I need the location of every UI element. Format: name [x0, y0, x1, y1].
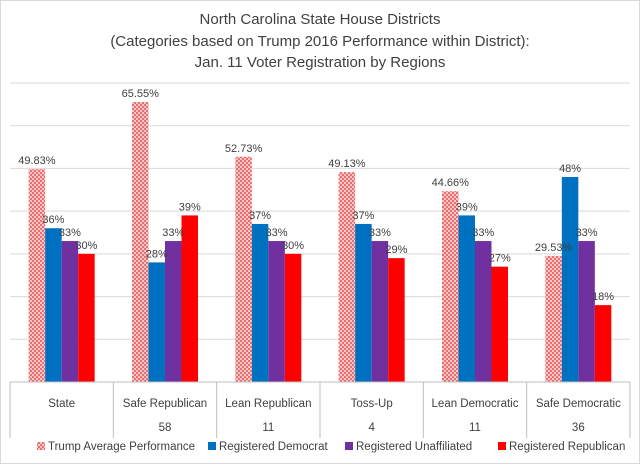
legend: Trump Average Performance Registered Demo…: [37, 441, 625, 453]
data-label: 33%: [369, 227, 391, 239]
bar-trump-average-performance-0: [28, 169, 46, 382]
bar-registered-republican-4: [491, 266, 508, 382]
data-label: 28%: [146, 248, 168, 260]
data-label: 37%: [352, 210, 374, 222]
data-label: 33%: [162, 227, 184, 239]
data-label: 18%: [592, 291, 614, 303]
bar-registered-republican-5: [594, 305, 612, 382]
bar-registered-democrat-3: [355, 223, 372, 382]
bar-trump-average-performance-5: [545, 255, 562, 382]
data-label: 33%: [266, 227, 288, 239]
bar-registered-republican-0: [78, 253, 95, 382]
legend-swatch: [208, 442, 216, 450]
data-label: 39%: [456, 201, 478, 213]
data-label: 37%: [249, 210, 271, 222]
category-count: 58: [159, 422, 172, 434]
bar-registered-unaffiliated-4: [475, 241, 492, 382]
bar-registered-republican-3: [388, 258, 405, 382]
data-label: 44.66%: [432, 177, 470, 189]
chart-title-line: North Carolina State House Districts: [200, 11, 441, 28]
bar-registered-democrat-4: [458, 215, 475, 382]
category-label: State: [48, 398, 75, 410]
category-label: Safe Democratic: [536, 398, 621, 410]
data-label: 30%: [75, 240, 97, 252]
bar-registered-unaffiliated-3: [371, 241, 389, 382]
data-label: 49.13%: [328, 158, 366, 170]
category-label: Lean Republican: [225, 398, 311, 410]
bar-trump-average-performance-4: [442, 191, 459, 382]
category-label: Toss-Up: [351, 398, 393, 410]
data-label: 33%: [59, 227, 81, 239]
data-label: 33%: [576, 227, 598, 239]
category-label: Lean Democratic: [432, 398, 519, 410]
bar-trump-average-performance-3: [338, 172, 356, 382]
legend-swatch: [345, 442, 353, 450]
data-label: 52.73%: [225, 143, 263, 155]
bar-registered-democrat-5: [561, 176, 579, 382]
bar-registered-democrat-1: [148, 262, 165, 382]
data-label: 48%: [559, 163, 581, 175]
data-label: 39%: [179, 201, 201, 213]
legend-label: Registered Unaffiliated: [356, 441, 472, 453]
data-label: 30%: [282, 240, 304, 252]
legend-swatch: [37, 442, 45, 450]
legend-label: Registered Republican: [509, 441, 625, 453]
chart-title-line: (Categories based on Trump 2016 Performa…: [110, 33, 529, 50]
chart-title: North Carolina State House Districts (Cat…: [110, 11, 529, 71]
category-table: State Safe Republican 58 Lean Republican 11 T…: [9, 381, 631, 438]
data-label: 29.53%: [535, 242, 573, 254]
bar-trump-average-performance-1: [132, 102, 149, 382]
data-label: 33%: [472, 227, 494, 239]
data-labels: 49.83%36%33%30%65.55%28%33%39%52.73%37%3…: [18, 88, 614, 303]
bars: [28, 102, 612, 382]
data-label: 36%: [42, 214, 64, 226]
bar-registered-republican-2: [284, 253, 302, 382]
legend-label: Trump Average Performance: [48, 441, 195, 453]
category-count: 11: [469, 422, 481, 434]
category-count: 36: [572, 422, 585, 434]
bar-registered-democrat-2: [251, 223, 269, 382]
legend-label: Registered Democrat: [219, 441, 328, 453]
category-label: Safe Republican: [123, 398, 207, 410]
category-count: 11: [262, 422, 274, 434]
data-label: 27%: [489, 253, 511, 265]
bar-registered-unaffiliated-2: [268, 241, 285, 382]
data-label: 65.55%: [122, 88, 160, 100]
bar-registered-unaffiliated-1: [165, 241, 182, 382]
bar-registered-unaffiliated-5: [578, 241, 595, 382]
data-label: 49.83%: [18, 155, 56, 167]
category-count: 4: [368, 422, 375, 434]
bar-trump-average-performance-2: [235, 156, 252, 382]
bar-registered-republican-1: [181, 215, 198, 382]
gridlines: [10, 82, 630, 340]
legend-swatch: [498, 442, 506, 450]
bar-registered-unaffiliated-0: [61, 241, 79, 382]
data-label: 29%: [385, 244, 407, 256]
bar-registered-democrat-0: [45, 228, 62, 382]
chart-title-line: Jan. 11 Voter Registration by Regions: [195, 54, 446, 71]
